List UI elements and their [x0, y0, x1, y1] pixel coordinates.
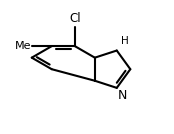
Text: H: H: [121, 36, 129, 46]
Text: N: N: [118, 89, 127, 102]
Text: Cl: Cl: [69, 12, 81, 25]
Text: Me: Me: [15, 41, 31, 51]
